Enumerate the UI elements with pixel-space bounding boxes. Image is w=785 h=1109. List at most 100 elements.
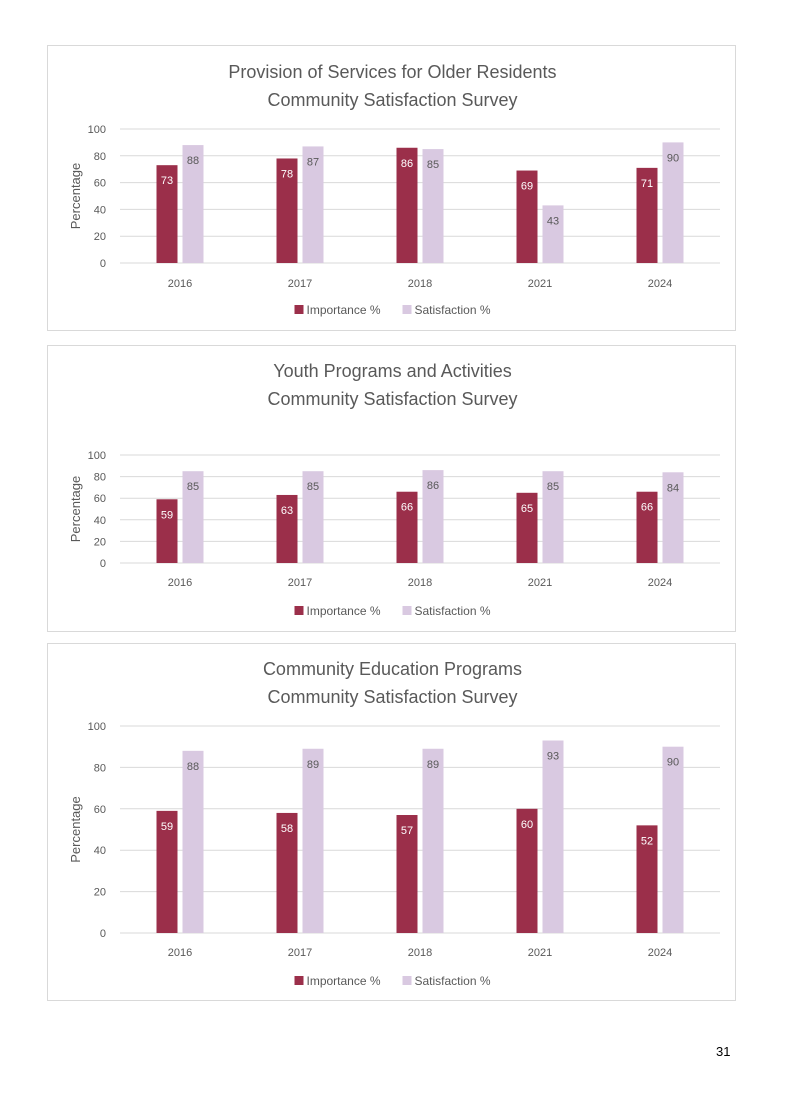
legend-swatch-importance bbox=[294, 606, 304, 615]
data-label: 88 bbox=[187, 761, 199, 773]
data-label: 89 bbox=[427, 759, 439, 771]
data-label: 85 bbox=[427, 159, 439, 171]
x-tick-label: 2024 bbox=[648, 278, 672, 290]
data-label: 43 bbox=[547, 215, 559, 227]
y-tick-label: 60 bbox=[94, 493, 106, 505]
chart-subtitle: Community Satisfaction Survey bbox=[267, 389, 517, 409]
x-tick-label: 2016 bbox=[168, 278, 192, 290]
chart-panel-older-residents: Provision of Services for Older Resident… bbox=[47, 45, 736, 331]
bar-importance bbox=[516, 808, 538, 933]
x-tick-label: 2016 bbox=[168, 947, 192, 959]
data-label: 66 bbox=[641, 502, 653, 514]
data-label: 66 bbox=[401, 502, 413, 514]
bar-satisfaction bbox=[422, 748, 444, 933]
x-tick-label: 2021 bbox=[528, 278, 552, 290]
bar-importance bbox=[636, 825, 658, 933]
x-tick-label: 2021 bbox=[528, 577, 552, 589]
bar-satisfaction bbox=[542, 471, 564, 563]
data-label: 85 bbox=[307, 481, 319, 493]
y-tick-label: 20 bbox=[94, 887, 106, 899]
chart-title: Provision of Services for Older Resident… bbox=[228, 62, 556, 82]
data-label: 65 bbox=[521, 503, 533, 515]
legend-label: Satisfaction % bbox=[415, 604, 491, 618]
bar-importance bbox=[156, 499, 178, 563]
x-tick-label: 2017 bbox=[288, 577, 312, 589]
data-label: 60 bbox=[521, 819, 533, 831]
bar-importance bbox=[156, 165, 178, 263]
bar-satisfaction bbox=[662, 746, 684, 933]
bar-importance bbox=[516, 492, 538, 563]
y-tick-label: 0 bbox=[100, 258, 106, 270]
y-tick-label: 0 bbox=[100, 558, 106, 570]
bar-importance bbox=[636, 491, 658, 563]
bar-satisfaction bbox=[302, 748, 324, 933]
chart-svg: Community Education Programs Community Sa… bbox=[68, 659, 720, 988]
bar-importance bbox=[156, 810, 178, 933]
data-label: 71 bbox=[641, 178, 653, 190]
bar-importance bbox=[396, 491, 418, 563]
x-tick-label: 2017 bbox=[288, 278, 312, 290]
bar-satisfaction bbox=[422, 149, 444, 263]
y-tick-label: 40 bbox=[94, 204, 106, 216]
bar-satisfaction bbox=[662, 472, 684, 563]
data-label: 86 bbox=[401, 158, 413, 170]
data-label: 52 bbox=[641, 835, 653, 847]
bar-satisfaction bbox=[302, 471, 324, 563]
data-label: 90 bbox=[667, 757, 679, 769]
y-tick-label: 60 bbox=[94, 178, 106, 190]
bar-satisfaction bbox=[422, 470, 444, 563]
y-axis-label: Percentage bbox=[68, 796, 83, 863]
legend-swatch-importance bbox=[294, 976, 304, 985]
legend-label: Importance % bbox=[307, 303, 381, 317]
x-tick-label: 2024 bbox=[648, 577, 672, 589]
data-label: 84 bbox=[667, 482, 679, 494]
x-tick-label: 2018 bbox=[408, 577, 432, 589]
data-label: 86 bbox=[427, 480, 439, 492]
legend-swatch-satisfaction bbox=[402, 305, 412, 314]
data-label: 89 bbox=[307, 759, 319, 771]
data-label: 63 bbox=[281, 505, 293, 517]
data-label: 73 bbox=[161, 175, 173, 187]
y-tick-label: 80 bbox=[94, 151, 106, 163]
chart-subtitle: Community Satisfaction Survey bbox=[267, 687, 517, 707]
bar-importance bbox=[516, 170, 538, 263]
data-label: 85 bbox=[187, 481, 199, 493]
data-label: 93 bbox=[547, 750, 559, 762]
y-tick-label: 100 bbox=[88, 450, 106, 462]
legend-label: Satisfaction % bbox=[415, 303, 491, 317]
y-tick-label: 60 bbox=[94, 804, 106, 816]
data-label: 69 bbox=[521, 181, 533, 193]
data-label: 90 bbox=[667, 152, 679, 164]
chart-panel-community-education: Community Education Programs Community Sa… bbox=[47, 643, 736, 1001]
y-tick-label: 100 bbox=[88, 124, 106, 136]
legend-label: Satisfaction % bbox=[415, 974, 491, 988]
x-tick-label: 2018 bbox=[408, 278, 432, 290]
data-label: 78 bbox=[281, 168, 293, 180]
legend-swatch-importance bbox=[294, 305, 304, 314]
x-tick-label: 2024 bbox=[648, 947, 672, 959]
data-label: 59 bbox=[161, 821, 173, 833]
y-tick-label: 80 bbox=[94, 762, 106, 774]
legend-swatch-satisfaction bbox=[402, 976, 412, 985]
chart-svg: Youth Programs and Activities Community S… bbox=[68, 361, 720, 618]
bar-satisfaction bbox=[182, 750, 204, 933]
data-label: 59 bbox=[161, 509, 173, 521]
y-tick-label: 80 bbox=[94, 472, 106, 484]
legend-swatch-satisfaction bbox=[402, 606, 412, 615]
chart-panel-youth-programs: Youth Programs and Activities Community S… bbox=[47, 345, 736, 632]
y-tick-label: 0 bbox=[100, 928, 106, 940]
bar-importance bbox=[636, 167, 658, 263]
bar-satisfaction bbox=[542, 740, 564, 933]
x-tick-label: 2016 bbox=[168, 577, 192, 589]
bar-importance bbox=[276, 158, 298, 263]
bar-satisfaction bbox=[662, 142, 684, 263]
y-tick-label: 20 bbox=[94, 536, 106, 548]
legend-label: Importance % bbox=[307, 974, 381, 988]
chart-svg: Provision of Services for Older Resident… bbox=[68, 62, 720, 317]
data-label: 87 bbox=[307, 156, 319, 168]
x-tick-label: 2018 bbox=[408, 947, 432, 959]
y-axis-label: Percentage bbox=[68, 476, 83, 543]
y-tick-label: 40 bbox=[94, 515, 106, 527]
bar-importance bbox=[276, 812, 298, 933]
y-tick-label: 100 bbox=[88, 721, 106, 733]
